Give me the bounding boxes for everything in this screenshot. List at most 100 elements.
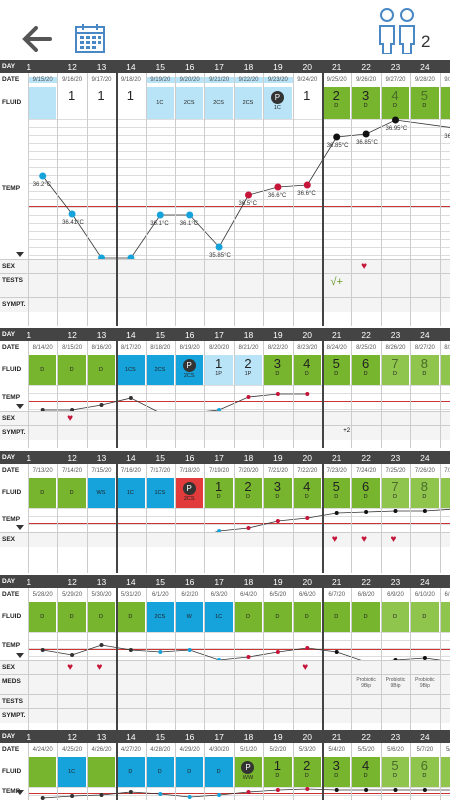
date-cell[interactable]: 7/27/20 xyxy=(444,468,450,474)
date-cell[interactable]: 9/23/20 xyxy=(263,77,293,83)
meds-row[interactable]: MEDS Probiotic 9Bip Probiotic 9Bip Probioti… xyxy=(0,674,450,695)
date-cell[interactable]: 8/23/20 xyxy=(297,345,318,351)
date-cell[interactable]: 7/17/20 xyxy=(150,468,171,474)
fluid-cell[interactable]: 9D xyxy=(439,478,450,508)
fluid-cell[interactable]: D xyxy=(380,602,410,632)
temp-point[interactable] xyxy=(128,648,133,652)
fluid-cell[interactable]: P 2CS xyxy=(175,355,204,385)
fluid-cell[interactable]: 1 xyxy=(57,87,86,119)
fluid-cell[interactable]: D xyxy=(86,355,116,385)
date-cell[interactable]: 9/27/20 xyxy=(385,77,406,83)
temp-row[interactable]: TEMP xyxy=(0,787,450,800)
fluid-cell[interactable]: 2CS xyxy=(145,602,174,632)
fluid-cell[interactable]: D xyxy=(57,602,86,632)
temp-point[interactable] xyxy=(305,392,310,396)
temp-point[interactable] xyxy=(215,243,223,251)
tests-row[interactable]: TESTS √+ xyxy=(0,273,450,298)
arrow-left-icon[interactable] xyxy=(20,22,54,56)
sex-row[interactable]: SEX ♥ ♥ ♥ xyxy=(0,660,450,675)
date-cell[interactable]: 5/29/20 xyxy=(62,592,83,598)
temp-point[interactable] xyxy=(99,793,104,797)
temp-row[interactable]: TEMP xyxy=(0,385,450,415)
temp-point[interactable] xyxy=(422,788,427,792)
date-cell[interactable]: 8/24/20 xyxy=(326,345,347,351)
fluid-cell[interactable]: D xyxy=(116,602,145,632)
temp-point[interactable] xyxy=(68,210,76,218)
temp-point[interactable] xyxy=(275,392,280,396)
date-cell[interactable]: 9/21/20 xyxy=(204,77,234,83)
temp-point[interactable] xyxy=(334,511,339,515)
temp-point[interactable] xyxy=(393,788,398,792)
fluid-cell[interactable]: D xyxy=(410,602,439,632)
date-cell[interactable]: 7/18/20 xyxy=(179,468,200,474)
fluid-cell[interactable]: D xyxy=(351,602,380,632)
temp-point[interactable] xyxy=(70,653,75,657)
date-cell[interactable]: 9/18/20 xyxy=(120,77,141,83)
cycle-chart[interactable]: DAY11213141516171819202122232425DATE9/15… xyxy=(0,60,450,326)
temp-point[interactable] xyxy=(333,133,341,141)
date-cell[interactable]: 4/27/20 xyxy=(120,747,141,753)
date-cell[interactable]: 6/4/20 xyxy=(240,592,257,598)
fluid-cell[interactable] xyxy=(28,757,57,787)
temp-point[interactable] xyxy=(274,183,282,191)
fluid-cell[interactable]: D xyxy=(145,757,174,787)
date-cell[interactable]: 6/7/20 xyxy=(328,592,346,598)
fluid-cell[interactable]: P WW xyxy=(233,757,263,787)
date-cell[interactable]: 8/27/20 xyxy=(414,345,435,351)
fluid-cell[interactable]: D xyxy=(292,602,321,632)
date-cell[interactable]: 4/24/20 xyxy=(32,747,53,753)
date-cell[interactable]: 5/4/20 xyxy=(328,747,346,753)
sympt-row[interactable]: SYMPT. xyxy=(0,297,450,312)
chevron-down-icon[interactable] xyxy=(16,252,24,257)
date-cell[interactable]: 5/3/20 xyxy=(298,747,316,753)
temp-point[interactable] xyxy=(40,648,45,652)
date-cell[interactable]: 7/23/20 xyxy=(326,468,347,474)
fluid-cell[interactable]: 1 xyxy=(292,87,321,119)
temp-point[interactable] xyxy=(392,116,399,124)
temp-point[interactable] xyxy=(393,509,398,513)
temp-point[interactable] xyxy=(364,788,369,792)
date-cell[interactable]: 6/10/20 xyxy=(414,592,435,598)
date-cell[interactable]: 9/25/20 xyxy=(326,77,347,83)
two-users-icon[interactable] xyxy=(376,6,420,54)
temp-point[interactable] xyxy=(334,788,339,792)
date-cell[interactable]: 8/15/20 xyxy=(62,345,83,351)
temp-point[interactable] xyxy=(217,793,222,797)
date-cell[interactable]: 5/5/20 xyxy=(357,747,375,753)
date-cell[interactable]: 7/25/20 xyxy=(385,468,406,474)
fluid-cell[interactable]: D xyxy=(116,757,145,787)
temp-point[interactable] xyxy=(275,650,280,654)
fluid-cell[interactable]: 1C xyxy=(57,757,86,787)
date-cell[interactable]: 7/15/20 xyxy=(91,468,112,474)
fluid-cell[interactable]: P 2CS xyxy=(175,478,204,508)
date-cell[interactable]: 5/1/20 xyxy=(240,747,257,753)
fluid-cell[interactable]: D xyxy=(233,602,263,632)
temp-point[interactable] xyxy=(245,191,252,199)
date-cell[interactable]: 8/21/20 xyxy=(238,345,259,351)
chevron-down-icon[interactable] xyxy=(16,790,24,795)
temp-point[interactable] xyxy=(305,787,310,791)
sex-row[interactable]: SEX ♥ ♥ ♥ xyxy=(0,532,450,547)
date-cell[interactable]: 6/6/20 xyxy=(298,592,316,598)
fluid-cell[interactable]: D xyxy=(28,355,57,385)
cycle-chart[interactable]: DAY11213141516171819202122232425DATE4/24… xyxy=(0,730,450,800)
fluid-cell[interactable]: 2CS xyxy=(175,87,204,119)
cycle-chart[interactable]: DAY11213141516171819202122232425DATE8/14… xyxy=(0,328,450,448)
temp-point[interactable] xyxy=(99,403,104,407)
date-cell[interactable]: 8/16/20 xyxy=(91,345,112,351)
date-cell[interactable]: 6/3/20 xyxy=(210,592,228,598)
date-cell[interactable]: 8/19/20 xyxy=(179,345,200,351)
chevron-down-icon[interactable] xyxy=(16,525,24,530)
fluid-cell[interactable]: 1CS xyxy=(145,478,174,508)
